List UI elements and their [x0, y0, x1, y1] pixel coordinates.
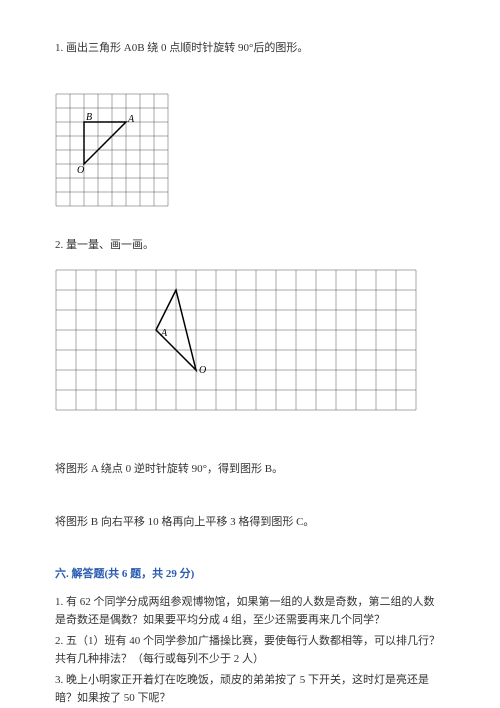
- section6-q3: 3. 晚上小明家正开着灯在吃晚饭，顽皮的弟弟按了 5 下开关，这时灯是亮还是暗？…: [55, 672, 445, 707]
- section6-q2: 2. 五（1）班有 40 个同学参加广播操比赛，要使每行人数都相等，可以排几行？…: [55, 633, 445, 668]
- q2-label-a: A: [160, 328, 168, 339]
- q1-label-a: A: [127, 114, 135, 125]
- q2-grid-figure: A O: [55, 269, 445, 411]
- q1-label-b: B: [86, 112, 92, 123]
- q2-label-o: O: [199, 365, 206, 376]
- section6-q1: 1. 有 62 个同学分成两组参观博物馆，如果第一组的人数是奇数，第二组的人数是…: [55, 594, 445, 629]
- section6-title: 六. 解答题(共 6 题，共 29 分): [55, 566, 445, 584]
- instruction-2: 将图形 B 向右平移 10 格再向上平移 3 格得到图形 C。: [55, 514, 445, 532]
- q1-label-o: O: [77, 165, 84, 176]
- q1-text: 1. 画出三角形 A0B 绕 0 点顺时针旋转 90°后的图形。: [55, 40, 445, 58]
- q1-grid-figure: B A O: [55, 93, 445, 207]
- q2-text: 2. 量一量、画一画。: [55, 237, 445, 255]
- instruction-1: 将图形 A 绕点 0 逆时针旋转 90°，得到图形 B。: [55, 461, 445, 479]
